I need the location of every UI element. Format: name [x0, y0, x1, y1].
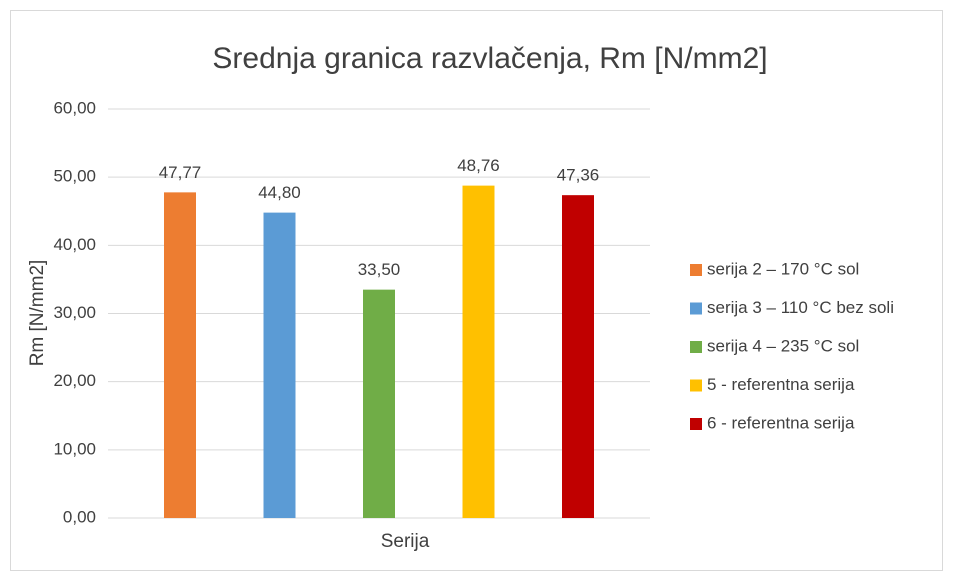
legend-label: serija 4 – 235 °C sol	[707, 336, 859, 355]
bar	[263, 212, 296, 518]
data-label: 47,77	[159, 163, 202, 182]
data-label: 47,36	[557, 166, 600, 185]
bar	[562, 195, 594, 519]
bar	[363, 289, 395, 518]
legend-swatch	[690, 379, 702, 392]
y-axis-label: Rm [N/mm2]	[27, 260, 48, 367]
y-tick-label: 10,00	[53, 439, 96, 458]
bar	[164, 192, 196, 518]
bar	[462, 185, 495, 519]
legend-label: 5 - referentna serija	[707, 375, 855, 394]
legend-swatch	[690, 341, 702, 353]
y-tick-label: 40,00	[53, 235, 96, 254]
legend-label: serija 2 – 170 °C sol	[707, 259, 859, 278]
legend-swatch	[690, 264, 702, 276]
legend-swatch	[690, 418, 702, 430]
data-label: 44,80	[258, 183, 301, 202]
y-tick-label: 30,00	[53, 303, 96, 322]
legend-swatch	[690, 302, 702, 315]
y-tick-label: 0,00	[63, 507, 96, 526]
data-label: 33,50	[358, 260, 401, 279]
legend-label: serija 3 – 110 °C bez soli	[707, 298, 894, 317]
legend-label: 6 - referentna serija	[707, 413, 855, 432]
y-tick-label: 50,00	[53, 167, 96, 186]
chart-title: Srednja granica razvlačenja, Rm [N/mm2]	[212, 42, 767, 75]
y-tick-label: 20,00	[53, 371, 96, 390]
y-tick-label: 60,00	[53, 98, 96, 117]
x-axis-label: Serija	[381, 531, 430, 552]
data-label: 48,76	[457, 156, 500, 175]
